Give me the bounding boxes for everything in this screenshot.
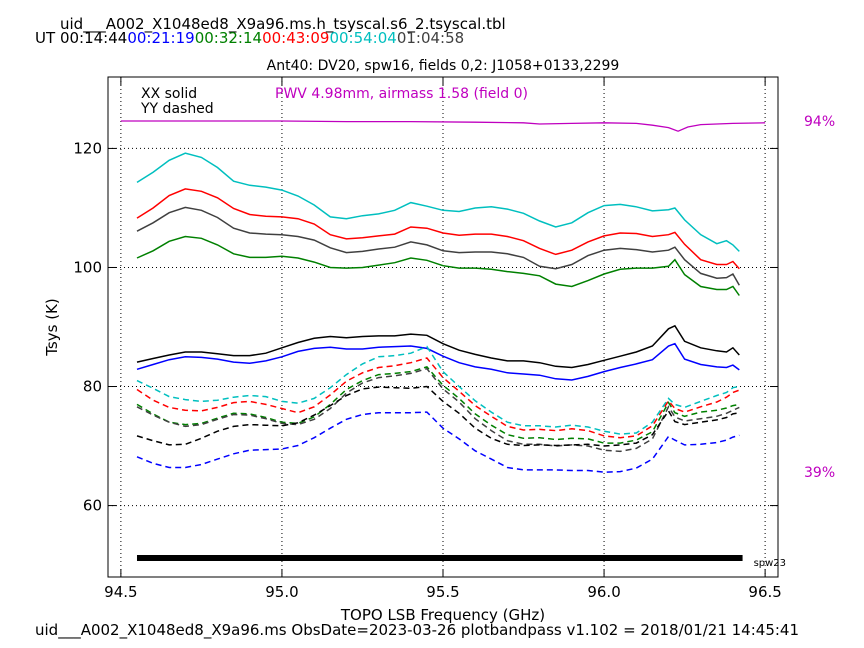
y-tick-label: 100 [73, 258, 102, 276]
series-line-xx [136, 188, 740, 270]
ut-time: 00:54:04 [329, 29, 396, 47]
y-tick-label: 60 [83, 497, 102, 515]
series-line-yy [136, 345, 740, 435]
transmission-min-label: 39% [804, 465, 835, 481]
series-line-yy [136, 367, 740, 453]
series-line-xx [136, 342, 740, 381]
y-tick-label: 120 [73, 139, 102, 157]
x-tick-label: 96.5 [748, 583, 781, 601]
footer-info: uid___A002_X1048ed8_X9a96.ms ObsDate=202… [35, 621, 799, 640]
series-line-yy [136, 366, 740, 444]
x-tick-label: 96.0 [587, 583, 620, 601]
series-line-yy [136, 385, 740, 447]
legend-dashed: YY dashed [140, 101, 214, 117]
spw-bar-label: spw23 [754, 558, 786, 569]
spw-bar: spw23 [136, 554, 786, 569]
ut-times-line: UT 00:14:4400:21:1900:32:1400:43:0900:54… [35, 29, 464, 47]
x-axis-label: TOPO LSB Frequency (GHz) [340, 606, 545, 624]
series-line-xx [136, 152, 740, 252]
ut-time: 00:43:09 [262, 29, 329, 47]
ut-label: UT [35, 29, 56, 47]
chart-title: Ant40: DV20, spw16, fields 0,2: J1058+01… [267, 58, 620, 74]
series-line-yy [136, 411, 740, 473]
transmission-max-label: 94% [804, 114, 835, 130]
x-tick-label: 95.5 [426, 583, 459, 601]
legend-solid: XX solid [141, 86, 197, 102]
axis-ticks: 94.5 95.0 95.5 96.0 96.5 60 80 100 120 [73, 77, 782, 601]
ut-time: 01:04:58 [397, 29, 464, 47]
tsys-series [136, 152, 740, 473]
y-axis-label: Tsys (K) [43, 298, 61, 357]
x-tick-label: 94.5 [104, 583, 137, 601]
filename-title: uid___A002_X1048ed8_X9a96.ms.h_tsyscal.s… [60, 15, 506, 34]
grid-lines [108, 77, 778, 577]
series-line-xx [136, 235, 740, 296]
ut-time: 00:32:14 [195, 29, 262, 47]
series-line-xx [136, 206, 740, 286]
pwv-annotation: PWV 4.98mm, airmass 1.58 (field 0) [275, 86, 528, 102]
transmission-curve [120, 120, 766, 132]
x-tick-label: 95.0 [265, 583, 298, 601]
ut-time: 00:21:19 [127, 29, 194, 47]
y-tick-label: 80 [83, 378, 102, 396]
series-line-yy [136, 357, 740, 439]
ut-time: 00:14:44 [60, 29, 127, 47]
transmission-line [120, 120, 766, 132]
series-line-xx [136, 324, 740, 369]
